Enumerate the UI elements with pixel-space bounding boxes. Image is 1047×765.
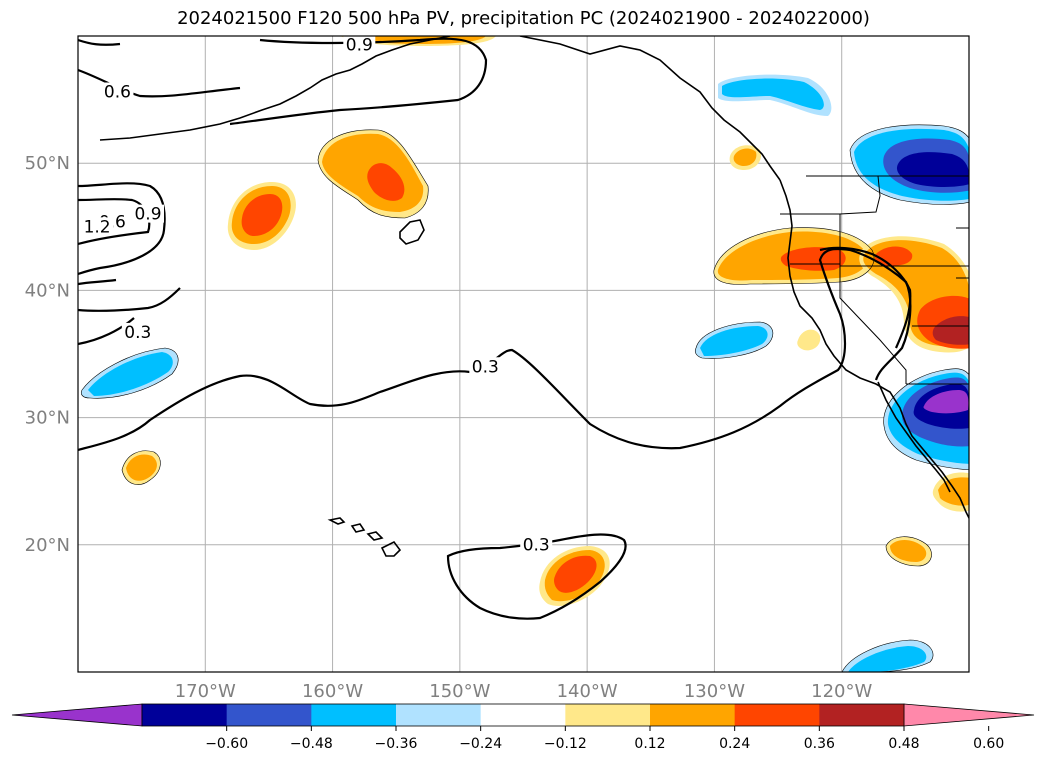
colorbar-tick-label: −0.24: [459, 736, 502, 752]
contour-label-background: [121, 322, 154, 341]
map-frame: [77, 35, 970, 673]
colorbar-segment: [650, 704, 736, 726]
longitude-labels: 170°W 160°W 150°W 140°W 130°W 120°W: [175, 681, 873, 702]
lon-tick-label: 140°W: [557, 681, 618, 702]
precip-blob-negative: [81, 348, 179, 399]
colorbar-tick-label: 0.48: [888, 736, 919, 752]
colorbar: −0.60 −0.48 −0.36 −0.24 −0.12 0.12 0.24 0.36 0.4…: [11, 703, 1035, 752]
lat-tick-label: 30°N: [25, 408, 70, 429]
colorbar-segment: [480, 704, 566, 726]
map-background: [78, 36, 969, 672]
lat-tick-label: 40°N: [25, 280, 70, 301]
colorbar-segment: [819, 704, 905, 726]
colorbar-segment: [311, 704, 397, 726]
precipitation-outlines: [80, 124, 969, 672]
precip-blob-negative: [883, 368, 969, 470]
lon-tick-label: 160°W: [302, 681, 363, 702]
precip-blob-negative: [695, 322, 773, 359]
lon-tick-label: 120°W: [811, 681, 872, 702]
colorbar-tick-label: 0.12: [634, 736, 665, 752]
contour-label-background: [101, 82, 134, 101]
colorbar-tick-label: 0.24: [719, 736, 750, 752]
precip-blob-positive: [859, 236, 969, 353]
colorbar-segment: [565, 704, 651, 726]
colorbar-tick-label: −0.36: [375, 736, 418, 752]
contour-label: 0.6: [104, 83, 131, 103]
colorbar-segment: [396, 704, 482, 726]
precip-blob-positive: [886, 536, 932, 566]
colorbar-outline: [141, 703, 905, 727]
pv-contours: [78, 37, 912, 620]
colorbar-tick-label: 0.36: [804, 736, 835, 752]
colorbar-tick-label: 0.60: [973, 736, 1004, 752]
contour-label: 0.9: [134, 205, 161, 225]
precip-blob-positive: [539, 546, 610, 606]
precip-blob-negative: [842, 640, 934, 672]
contour-label-background: [520, 535, 553, 554]
lat-tick-label: 50°N: [25, 153, 70, 174]
precip-blob-negative: [850, 124, 969, 205]
map-title: 2024021500 F120 500 hPa PV, precipitatio…: [177, 8, 870, 29]
colorbar-tick-label: −0.48: [290, 736, 333, 752]
lat-tick-label: 20°N: [25, 535, 70, 556]
contour-label-background: [343, 36, 376, 54]
map-content: 0.90.60.60.91.20.30.30.3: [78, 35, 969, 672]
colorbar-segment: [226, 704, 312, 726]
contour-label-background: [132, 204, 165, 223]
precip-blob-positive: [729, 145, 762, 170]
pv-contour-labels: 0.90.60.60.91.20.30.30.3: [81, 35, 553, 555]
precip-blob-positive: [318, 129, 429, 218]
precip-blob-positive: [713, 227, 875, 285]
contour-label: 0.3: [472, 357, 499, 377]
precip-blob-positive: [227, 182, 296, 250]
lon-tick-label: 130°W: [684, 681, 745, 702]
lon-tick-label: 150°W: [429, 681, 490, 702]
precipitation-field: [81, 36, 969, 672]
precip-blob-positive: [797, 329, 821, 351]
contour-label-background: [469, 357, 502, 376]
precip-blob-negative: [718, 74, 832, 116]
political-borders: [780, 175, 969, 385]
lon-tick-label: 170°W: [175, 681, 236, 702]
colorbar-segment: [142, 704, 228, 726]
colorbar-tick-label: −0.60: [205, 736, 248, 752]
contour-label: 0.3: [523, 535, 550, 555]
colorbar-segment: [734, 704, 820, 726]
latitude-labels: 50°N 40°N 30°N 20°N: [25, 153, 70, 556]
coastlines: [99, 36, 969, 557]
precip-blob-positive: [122, 450, 161, 485]
colorbar-tick-label: −0.12: [544, 736, 587, 752]
contour-label: 1.2: [84, 217, 111, 237]
contour-label: 0.9: [346, 35, 373, 55]
colorbar-extend-max: [903, 703, 1035, 727]
contour-label: 0.3: [124, 323, 151, 343]
colorbar-extend-min: [11, 703, 143, 727]
contour-label-background: [81, 217, 114, 236]
